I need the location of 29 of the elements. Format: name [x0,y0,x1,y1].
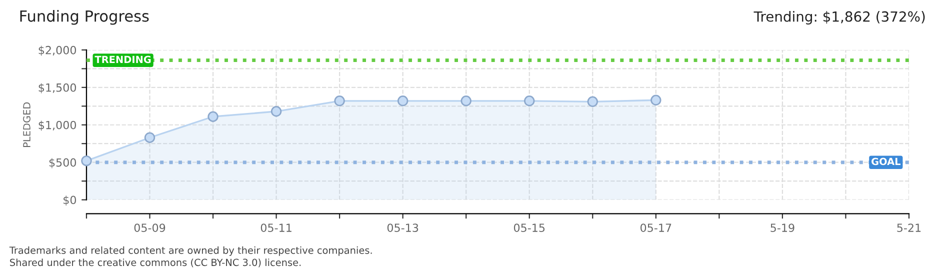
x-tick-label: 05-17 [640,224,672,232]
point [208,111,218,122]
chart-title: Funding Progress [20,10,149,25]
x-tick-label: 5-21 [897,224,921,232]
point [587,96,598,107]
point [334,96,345,106]
text: Trending: $1,862 (372%) [754,11,925,24]
point [270,106,282,117]
x-tick-label: 05-13 [387,224,418,232]
y-tick-label: $500 [49,158,76,168]
y-tick-label: $2,000 [38,46,76,56]
x-tick-label: 05-09 [134,224,166,232]
y-axis-title: PLEDGED [23,102,30,147]
point [81,155,92,166]
ref-line-label: GOAL [872,158,900,166]
y-tick-label: $0 [64,196,76,206]
y-tick-label: $1,500 [38,83,76,94]
ref-line-label: TRENDING [94,56,151,64]
x-tick-label: 05-11 [260,224,292,232]
y-tick-label: $1,000 [38,120,76,131]
point [650,94,662,106]
text: Shared under the creative commons (CC BY-NC 3.0) license. [10,258,301,268]
point [460,96,472,106]
x-tick-label: 5-19 [770,224,794,232]
x-tick-label: 05-15 [514,224,545,232]
point [524,96,535,106]
point [397,96,408,106]
text: Trademarks and related content are owned by their respective companies. [9,246,372,256]
point [144,132,156,143]
